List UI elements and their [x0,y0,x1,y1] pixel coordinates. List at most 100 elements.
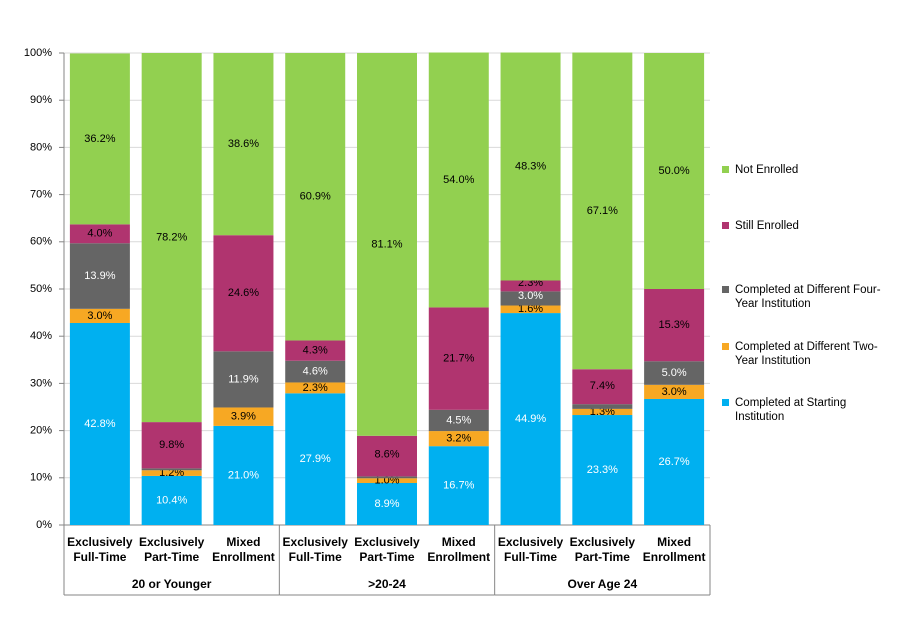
legend-label: Completed at Different Four-Year Institu… [735,284,881,310]
bar-segment [644,53,705,289]
data-label: 7.4% [590,380,615,392]
legend-label: Not Enrolled [735,164,799,176]
bar-segment [141,470,202,476]
group-label: 20 or Younger [131,577,212,591]
data-label: 4.6% [303,366,328,378]
x-tick-label: Exclusively Full-Time [497,535,564,564]
x-tick-label: Exclusively Part-Time [138,535,205,564]
bar-segment [357,53,417,436]
y-tick-label: 80% [30,141,52,153]
bar-segment [428,307,489,410]
data-label: 42.8% [84,418,115,430]
bar-segment [141,468,202,471]
data-label: 48.3% [515,160,546,172]
bar-segment [572,369,633,405]
data-label: 13.9% [84,270,115,282]
bar-segment [69,243,130,309]
legend-entry: Not Enrolled [722,163,895,177]
y-tick-label: 90% [30,94,52,106]
legend-label: Still Enrolled [735,220,799,232]
bar-segment [357,478,417,483]
bar-segment [572,408,633,416]
legend-swatch [722,343,729,350]
legend-swatch [722,399,729,406]
data-label: 11.9% [228,373,259,385]
bar-segment [428,446,489,525]
data-label: 3.2% [446,433,471,445]
data-label: 4.3% [303,345,328,357]
bar-segment [285,53,346,341]
bar-segment [69,53,130,225]
legend-label: Completed at Different Two-Year Institut… [735,341,878,367]
data-label: 5.0% [662,367,687,379]
y-tick-label: 50% [30,283,52,295]
data-label: 50.0% [659,165,690,177]
legend-swatch [722,166,729,173]
bar-segment [213,407,274,426]
bar-segment [285,393,346,525]
bar-segment [644,384,705,399]
data-label: 8.6% [374,449,399,461]
bar-segment [141,53,202,423]
data-label: 4.5% [446,414,471,426]
data-label: 3.9% [231,411,256,423]
x-tick-label: Exclusively Full-Time [67,535,133,564]
bar-segment [213,351,274,408]
x-tick-label: Mixed Enrollment [427,535,491,564]
bar-segment [213,235,274,352]
legend-swatch [722,286,729,293]
data-label: 26.7% [659,456,690,468]
bar-segment [285,360,346,383]
bar-segment [357,435,417,477]
data-label: 9.8% [159,439,184,451]
data-label: 3.0% [87,310,112,322]
data-label: 4.0% [87,228,112,240]
data-label: 2.3% [303,382,328,394]
x-tick-label: Mixed Enrollment [642,535,706,564]
legend-entry: Completed at Different Two-Year Institut… [722,340,895,368]
bar-segment [572,52,633,370]
bar-segment [357,476,417,479]
bar-segment [644,361,705,385]
data-label: 16.7% [443,479,474,491]
bar-segment [500,280,561,292]
bar-segment [644,398,705,525]
bar-segment [500,291,561,306]
x-tick-label: Exclusively Part-Time [354,535,420,564]
y-tick-label: 10% [30,472,52,484]
data-label: 15.3% [659,319,690,331]
bar-segment [500,313,561,525]
y-tick-label: 40% [30,330,52,342]
data-label: 21.7% [443,353,474,365]
bar-segment [428,409,489,432]
data-label: 8.9% [374,498,399,510]
bar-segment [69,224,130,244]
legend-entry: Completed at Starting Institution [722,396,895,424]
data-label: 1.6% [518,303,543,315]
data-label: 23.3% [587,464,618,476]
data-label: 78.2% [156,231,187,243]
y-tick-label: 100% [24,47,52,59]
legend-entry: Completed at Different Four-Year Institu… [722,283,895,311]
bar-segment [141,422,202,469]
legend-label: Completed at Starting Institution [735,397,847,423]
x-tick-label: Exclusively Part-Time [569,535,636,564]
bar-segment [141,475,202,525]
data-label: 44.9% [515,413,546,425]
data-label: 38.6% [228,138,259,150]
data-label: 36.2% [84,133,115,145]
data-label: 54.0% [443,174,474,186]
bar-segment [357,482,417,525]
data-label: 3.0% [662,386,687,398]
bar-segment [69,308,130,323]
bar-segment [285,340,346,361]
data-label: 10.4% [156,494,187,506]
bar-segment [572,404,633,409]
bar-segment [572,415,633,525]
bar-segment [213,425,274,525]
bar-segment [428,431,489,447]
y-tick-label: 70% [30,189,52,201]
bar-segment [285,382,346,394]
